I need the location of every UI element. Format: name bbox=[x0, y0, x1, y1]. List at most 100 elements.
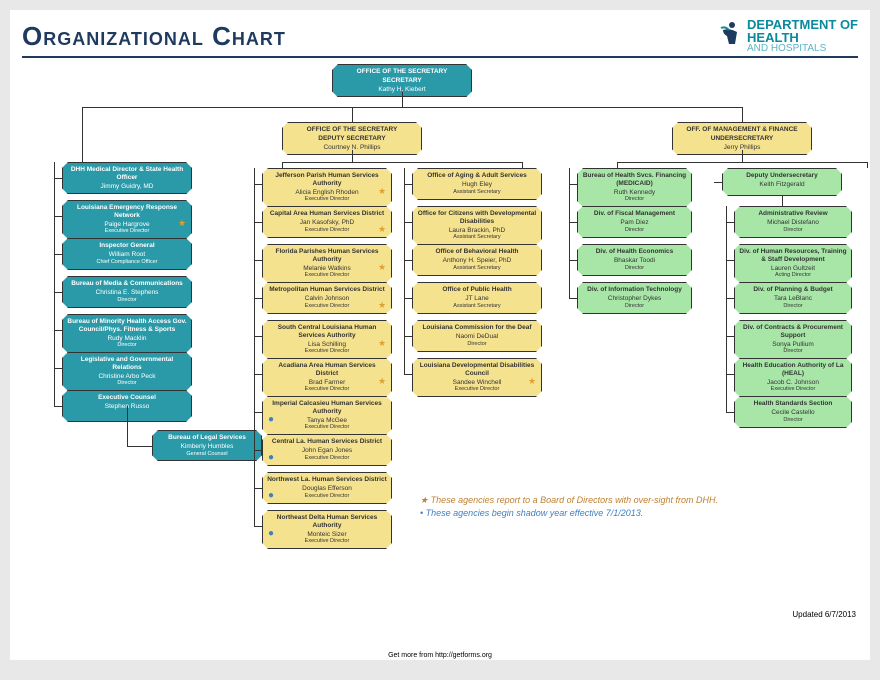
connector-line bbox=[254, 336, 262, 337]
connector-line bbox=[726, 412, 734, 413]
box-agency-b-2: Office of Behavioral HealthAnthony H. Sp… bbox=[412, 244, 542, 276]
bullet-icon: ● bbox=[268, 414, 274, 425]
box-agency-b-1: Office for Citizens with Developmental D… bbox=[412, 206, 542, 245]
connector-line bbox=[617, 162, 618, 168]
box-finance-d-5: Health Standards SectionCecile CastelloD… bbox=[734, 396, 852, 428]
box-finance-d-3: Div. of Contracts & Procurement SupportS… bbox=[734, 320, 852, 359]
connector-line bbox=[726, 222, 734, 223]
connector-line bbox=[54, 162, 55, 406]
box-finance-c-2: Div. of Health EconomicsBhaskar ToodiDir… bbox=[577, 244, 692, 276]
connector-line bbox=[254, 488, 262, 489]
bullet-icon: ● bbox=[268, 528, 274, 539]
connector-line bbox=[54, 216, 62, 217]
bullet-icon: ● bbox=[268, 452, 274, 463]
box-finance-d-0: Administrative ReviewMichael DistefanoDi… bbox=[734, 206, 852, 238]
connector-line bbox=[404, 168, 405, 374]
legend-star: ★ These agencies report to a Board of Di… bbox=[420, 495, 718, 506]
updated-date: Updated 6/7/2013 bbox=[792, 610, 856, 619]
box-agency-a-1: Capital Area Human Services DistrictJan … bbox=[262, 206, 392, 238]
star-icon: ★ bbox=[378, 224, 386, 235]
connector-line bbox=[54, 368, 62, 369]
connector-line bbox=[522, 162, 523, 168]
connector-line bbox=[726, 298, 734, 299]
connector-line bbox=[254, 374, 262, 375]
star-icon: ★ bbox=[528, 376, 536, 387]
box-legal-services: Bureau of Legal ServicesKimberly Humbles… bbox=[152, 430, 262, 461]
box-agency-a-7: Central La. Human Services DistrictJohn … bbox=[262, 434, 392, 466]
box-agency-a-8: Northwest La. Human Services DistrictDou… bbox=[262, 472, 392, 504]
box-agency-a-2: Florida Parishes Human Services Authorit… bbox=[262, 244, 392, 283]
connector-line bbox=[54, 254, 62, 255]
box-left-3: Bureau of Media & CommunicationsChristin… bbox=[62, 276, 192, 308]
star-icon: ★ bbox=[378, 300, 386, 311]
connector-line bbox=[714, 182, 722, 183]
box-agency-b-0: Office of Aging & Adult ServicesHugh Ele… bbox=[412, 168, 542, 200]
connector-line bbox=[127, 446, 152, 447]
connector-line bbox=[254, 184, 262, 185]
box-agency-b-4: Louisiana Commission for the DeafNaomi D… bbox=[412, 320, 542, 352]
box-finance-d-4: Health Education Authority of La (HEAL)J… bbox=[734, 358, 852, 397]
box-left-2: Inspector GeneralWilliam RootChief Compl… bbox=[62, 238, 192, 270]
org-chart-page: Organizational Chart DEPARTMENT OF HEALT… bbox=[10, 10, 870, 660]
legend-bullet: • These agencies begin shadow year effec… bbox=[420, 508, 643, 518]
connector-line bbox=[254, 260, 262, 261]
connector-line bbox=[742, 150, 743, 162]
bullet-icon: ● bbox=[268, 490, 274, 501]
connector-line bbox=[82, 107, 83, 162]
box-finance-d-1: Div. of Human Resources, Training & Staf… bbox=[734, 244, 852, 283]
connector-line bbox=[54, 330, 62, 331]
connector-line bbox=[569, 298, 577, 299]
box-left-4: Bureau of Minority Health Access Gov. Co… bbox=[62, 314, 192, 353]
star-icon: ★ bbox=[378, 338, 386, 349]
box-agency-b-3: Office of Public HealthJT LaneAssistant … bbox=[412, 282, 542, 314]
box-left-5: Legislative and Governmental RelationsCh… bbox=[62, 352, 192, 391]
connector-line bbox=[726, 260, 734, 261]
box-agency-a-6: Imperial Calcasieu Human Services Author… bbox=[262, 396, 392, 435]
person-icon bbox=[719, 20, 741, 52]
box-finance-c-0: Bureau of Health Svcs. Financing (MEDICA… bbox=[577, 168, 692, 207]
star-icon: ★ bbox=[378, 186, 386, 197]
box-agency-a-3: Metropolitan Human Services DistrictCalv… bbox=[262, 282, 392, 314]
connector-line bbox=[404, 184, 412, 185]
connector-line bbox=[404, 374, 412, 375]
box-left-0: DHH Medical Director & State Health Offi… bbox=[62, 162, 192, 194]
connector-line bbox=[282, 162, 283, 168]
connector-line bbox=[82, 107, 742, 108]
connector-line bbox=[569, 184, 577, 185]
connector-line bbox=[404, 336, 412, 337]
page-title: Organizational Chart bbox=[22, 21, 286, 52]
box-agency-a-9: Northeast Delta Human Services Authority… bbox=[262, 510, 392, 549]
logo-text: DEPARTMENT OF HEALTH AND HOSPITALS bbox=[747, 18, 858, 54]
box-agency-a-4: South Central Louisiana Human Services A… bbox=[262, 320, 392, 359]
header: Organizational Chart DEPARTMENT OF HEALT… bbox=[22, 18, 858, 58]
connector-line bbox=[254, 450, 262, 451]
connector-line bbox=[404, 260, 412, 261]
connector-line bbox=[54, 406, 62, 407]
star-icon: ★ bbox=[178, 218, 186, 229]
connector-line bbox=[867, 162, 868, 168]
connector-line bbox=[254, 412, 262, 413]
box-agency-b-5: Louisiana Developmental Disabilities Cou… bbox=[412, 358, 542, 397]
connector-line bbox=[726, 374, 734, 375]
box-agency-a-0: Jefferson Parish Human Services Authorit… bbox=[262, 168, 392, 207]
connector-line bbox=[569, 168, 570, 298]
connector-line bbox=[617, 162, 867, 163]
box-finance-c-3: Div. of Information TechnologyChristophe… bbox=[577, 282, 692, 314]
star-icon: ★ bbox=[378, 376, 386, 387]
star-icon: ★ bbox=[378, 262, 386, 273]
box-finance-d-2: Div. of Planning & BudgetTara LeBlancDir… bbox=[734, 282, 852, 314]
connector-line bbox=[352, 150, 353, 162]
box-finance-c-1: Div. of Fiscal ManagementPam DiezDirecto… bbox=[577, 206, 692, 238]
connector-line bbox=[282, 162, 522, 163]
connector-line bbox=[726, 206, 727, 412]
connector-line bbox=[352, 107, 353, 122]
box-deputy-undersecretary: Deputy UndersecretaryKeith Fitzgerald bbox=[722, 168, 842, 196]
box-agency-a-5: Acadiana Area Human Services DistrictBra… bbox=[262, 358, 392, 397]
connector-line bbox=[782, 196, 783, 206]
connector-line bbox=[254, 526, 262, 527]
connector-line bbox=[254, 298, 262, 299]
dept-logo: DEPARTMENT OF HEALTH AND HOSPITALS bbox=[719, 18, 858, 54]
source-footer: Get more from http://getforms.org bbox=[388, 652, 492, 659]
connector-line bbox=[742, 107, 743, 122]
connector-line bbox=[404, 298, 412, 299]
